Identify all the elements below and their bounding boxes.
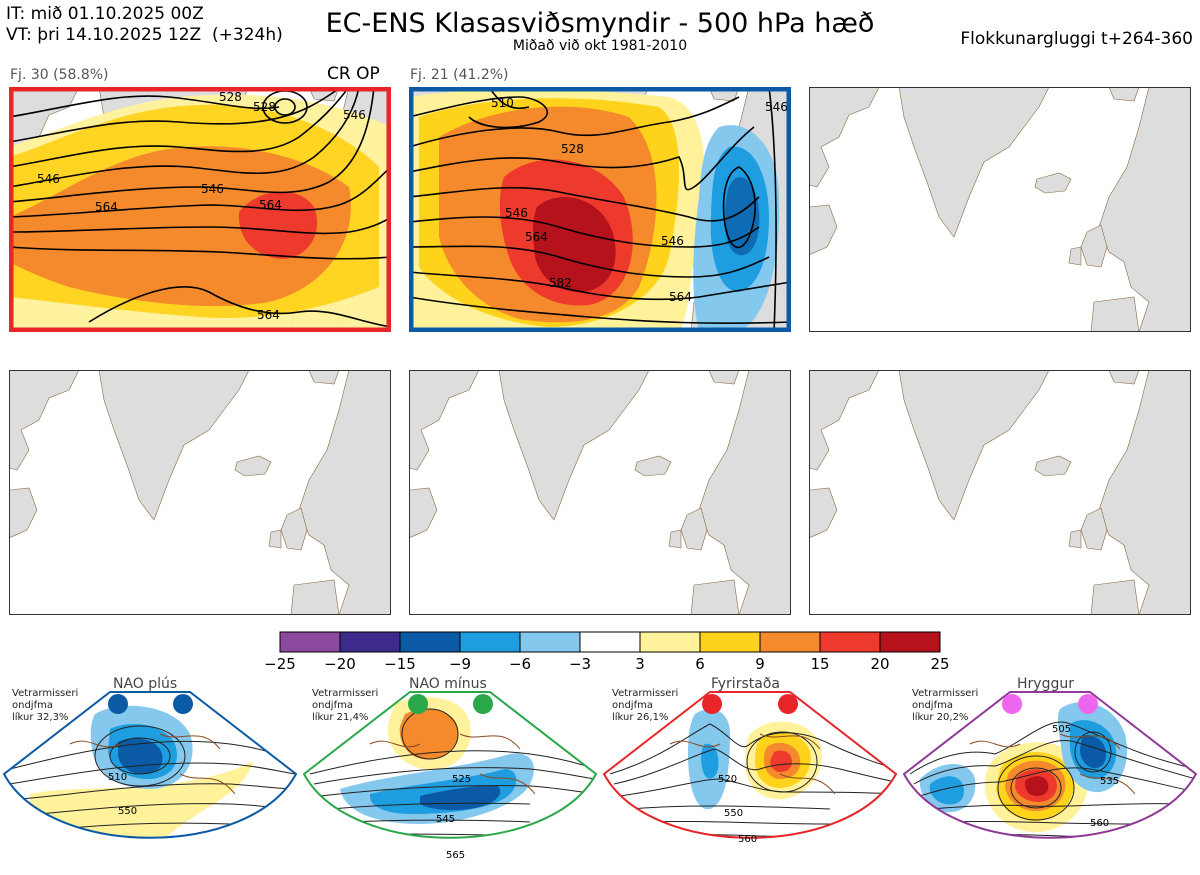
regime-dot	[778, 694, 798, 714]
colorbar-segment	[279, 631, 341, 653]
colorbar-segment	[879, 631, 941, 653]
contour-label: 545	[436, 814, 455, 825]
colorbar-tick-label: 3	[635, 655, 645, 673]
colorbar-segment	[819, 631, 881, 653]
colorbar-segment	[339, 631, 401, 653]
regime-frame	[902, 691, 1198, 839]
colorbar-segment	[459, 631, 521, 653]
page-subtitle: Miðað við okt 1981-2010	[512, 38, 688, 54]
contour-label: 550	[724, 808, 743, 819]
anomaly-pos-9	[9, 146, 351, 307]
contour-label: 546	[201, 182, 224, 196]
contour-label: 510	[108, 772, 127, 783]
colorbar-tick-label: −25	[264, 655, 296, 673]
contour-label: 560	[738, 834, 757, 845]
colorbar-tick-label: −15	[384, 655, 416, 673]
contour-label: 560	[1090, 818, 1109, 829]
colorbar-segment	[639, 631, 701, 653]
colorbar-tick-label: −20	[324, 655, 356, 673]
regime-nao-plus: 510 550 NAO plús Vetrarmisseri ondjfma lík…	[0, 674, 300, 871]
colorbar-tick-label: −3	[569, 655, 591, 673]
cluster-2-label: Fj. 21 (41.2%)	[410, 67, 509, 83]
cluster-1-frame	[9, 87, 391, 332]
contour-label: 564	[259, 198, 282, 212]
regime-frame	[2, 691, 298, 839]
anomaly-neg-9	[724, 177, 760, 256]
colorbar-segment	[699, 631, 761, 653]
contour-label: 564	[525, 230, 548, 244]
regime-name: NAO plús	[113, 676, 178, 692]
contour-label: 546	[343, 108, 366, 122]
regime-dot	[408, 694, 428, 714]
regime-blocking: 520 550 560 Fyrirstaða Vetrarmisseri ondj…	[600, 674, 900, 871]
empty-map-3	[809, 87, 1191, 332]
regime-dot	[108, 694, 128, 714]
contour-label: 564	[257, 308, 280, 322]
init-time: IT: mið 01.10.2025 00Z	[6, 4, 204, 24]
contour-label: 550	[118, 806, 137, 817]
colorbar-segment	[399, 631, 461, 653]
regime-name: Fyrirstaða	[711, 676, 780, 692]
regime-frame	[602, 691, 898, 839]
regime-meta: Vetrarmisseri ondjfma líkur 32,3%	[12, 688, 79, 723]
contour-label: 528	[253, 100, 276, 114]
contour-label: 546	[765, 100, 788, 114]
regime-dot	[473, 694, 493, 714]
regime-dot	[702, 694, 722, 714]
anomaly-pos-20	[533, 197, 616, 292]
colorbar-tick-label: 15	[810, 655, 829, 673]
regime-ridge: 505 535 560 Hryggur Vetrarmisseri ondjfma…	[900, 674, 1200, 871]
classification-window: Flokkunargluggi t+264-360	[960, 29, 1193, 49]
contour-label: 525	[452, 774, 471, 785]
contour-label: 510	[491, 96, 514, 110]
regime-meta: Vetrarmisseri ondjfma líkur 26,1%	[612, 688, 679, 723]
regime-meta: Vetrarmisseri ondjfma líkur 21,4%	[312, 688, 379, 723]
cluster-1-map: 546 564 546 564 564 528 528 546	[9, 87, 391, 332]
regime-dot	[173, 694, 193, 714]
cluster-1-tag: CR OP	[327, 64, 380, 84]
cluster-2-map: 510 528 546 564 582 546 564 546	[409, 87, 791, 332]
colorbar: −25 −20 −15 −9 −6 −3 3 6 9 15 20 25	[264, 631, 950, 673]
regime-name: NAO mínus	[409, 676, 487, 692]
contour-label: 564	[669, 290, 692, 304]
colorbar-tick-label: 20	[870, 655, 889, 673]
colorbar-segment	[759, 631, 821, 653]
contour-label: 546	[505, 206, 528, 220]
cluster-2-frame	[409, 87, 791, 332]
contour-label: 528	[219, 90, 242, 104]
regime-meta: Vetrarmisseri ondjfma líkur 20,2%	[912, 688, 979, 723]
contour-label: 565	[446, 850, 465, 861]
colorbar-tick-label: 9	[755, 655, 765, 673]
regime-nao-minus: 525 545 565 NAO mínus Vetrarmisseri ondjf…	[300, 674, 600, 871]
colorbar-tick-label: −6	[509, 655, 531, 673]
colorbar-segment	[519, 631, 581, 653]
contour-label: 546	[661, 234, 684, 248]
empty-map-6	[809, 370, 1191, 615]
colorbar-tick-label: 6	[695, 655, 705, 673]
colorbar-tick-label: 25	[930, 655, 949, 673]
contour-label: 582	[549, 276, 572, 290]
regime-name: Hryggur	[1017, 676, 1074, 692]
contour-label: 546	[37, 172, 60, 186]
page-title: EC-ENS Klasasviðsmyndir - 500 hPa hæð	[325, 8, 875, 39]
colorbar-segment	[579, 631, 641, 653]
valid-time: VT: þri 14.10.2025 12Z (+324h)	[6, 25, 283, 45]
regime-dot	[1002, 694, 1022, 714]
regime-frame	[302, 691, 598, 839]
contour-label: 505	[1052, 724, 1071, 735]
header-info: IT: mið 01.10.2025 00Z VT: þri 14.10.202…	[6, 4, 283, 46]
cluster-1-label: Fj. 30 (58.8%)	[10, 67, 109, 83]
colorbar-tick-label: −9	[449, 655, 471, 673]
contour-label: 535	[1100, 776, 1119, 787]
contour-label: 528	[561, 142, 584, 156]
regime-dot	[1078, 694, 1098, 714]
contour-label: 520	[718, 774, 737, 785]
contour-label: 564	[95, 200, 118, 214]
empty-map-5	[409, 370, 791, 615]
empty-map-4	[9, 370, 391, 615]
